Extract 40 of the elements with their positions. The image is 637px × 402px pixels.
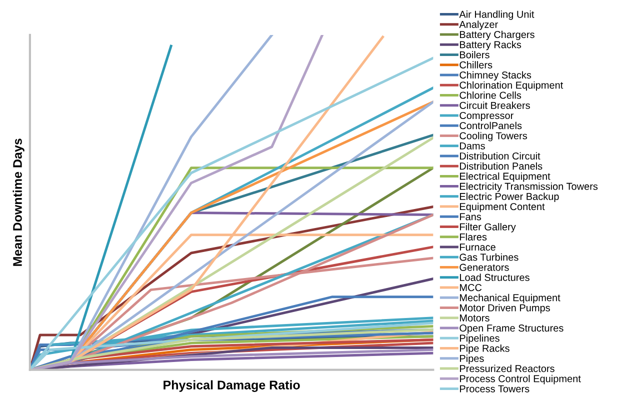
legend-label: Equipment Content <box>460 202 545 212</box>
legend-label: ControlPanels <box>460 122 522 130</box>
legend-label: Load Structures <box>460 274 530 282</box>
legend-label: Fans <box>460 213 482 220</box>
legend-label: Motors <box>460 314 490 322</box>
legend-label: Motor Driven Pumps <box>460 304 550 314</box>
legend-label: Distribution Panels <box>460 162 542 170</box>
legend-label: Electricity Transmission Towers <box>460 182 598 192</box>
legend-label: Filter Gallery <box>460 223 516 232</box>
legend-label: Open Frame Structures <box>460 324 564 334</box>
legend-label: Gas Turbines <box>460 253 518 261</box>
legend-label: Battery Racks <box>460 40 522 50</box>
legend-label: Furnace <box>460 244 496 251</box>
legend-label: Pipes <box>460 354 484 364</box>
legend-label: Analyzer <box>459 20 498 30</box>
legend-label: Chlorine Cells <box>460 91 522 99</box>
legend-label: Boilers <box>460 50 490 58</box>
legend-label: Battery Chargers <box>460 30 534 40</box>
legend-label: Chillers <box>460 61 492 68</box>
y-axis-title: Mean Downtime Days <box>12 138 24 266</box>
legend-label: Mechanical Equipment <box>460 294 560 304</box>
legend-label: Chimney Stacks <box>460 71 532 81</box>
legend-label: Chlorination Equipment <box>460 81 564 91</box>
legend-label: Pipe Racks <box>460 344 510 354</box>
legend-label: Electric Power Backup <box>460 192 559 202</box>
legend-label: Pressurized Reactors <box>460 364 554 372</box>
legend-label: Generators <box>460 264 509 271</box>
legend-label: Dams <box>460 142 485 150</box>
legend-label: Pipelines <box>460 334 500 344</box>
legend-label: Distribution Circuit <box>460 152 540 160</box>
legend-label: Process Control Equipment <box>460 374 581 384</box>
legend-label: Circuit Breakers <box>460 102 530 109</box>
legend-label: Process Towers <box>460 385 530 392</box>
x-axis-title: Physical Damage Ratio <box>164 380 300 392</box>
legend-label: Flares <box>460 233 487 241</box>
legend-label: MCC <box>460 284 482 292</box>
legend-label: Electrical Equipment <box>460 172 550 182</box>
legend-label: Compressor <box>460 112 514 122</box>
legend-label: Cooling Towers <box>460 132 528 142</box>
legend-label: Air Handling Unit <box>459 10 534 20</box>
